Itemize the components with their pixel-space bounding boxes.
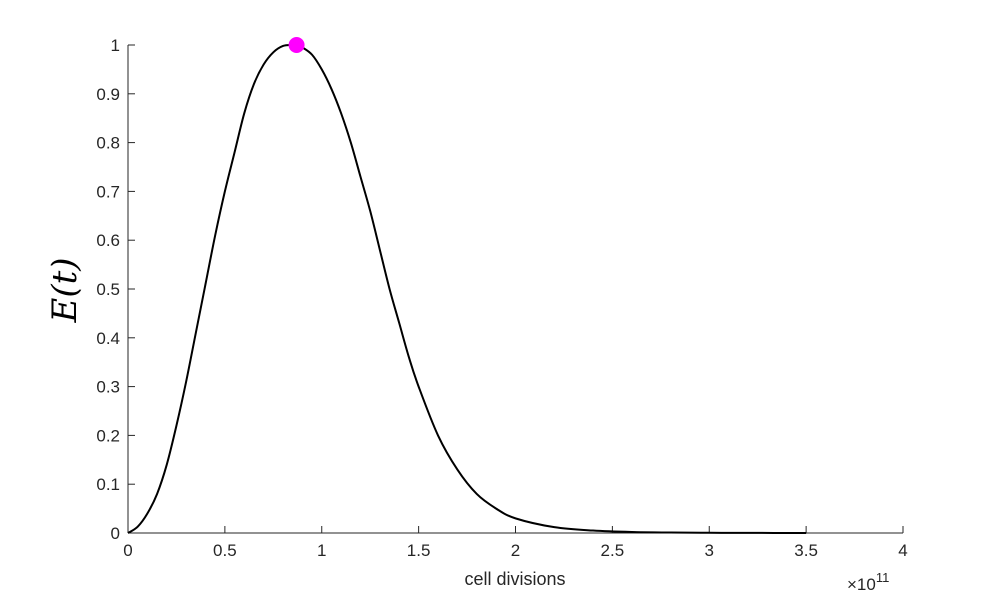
y-tick-label: 0.7 [96,182,120,201]
x-tick-label: 0.5 [213,541,237,560]
x-tick-label: 4 [898,541,907,560]
y-tick-label: 0.9 [96,85,120,104]
y-tick-label: 0.8 [96,134,120,153]
x-axis-multiplier: ×1011 [847,570,889,594]
y-tick-label: 0.6 [96,231,120,250]
x-tick-label: 2 [511,541,520,560]
series-line [127,43,807,534]
y-tick-label: 0.5 [96,280,120,299]
x-axis-multiplier-exponent: 11 [876,570,890,585]
x-tick-label: 2.5 [601,541,625,560]
x-tick-label: 1 [317,541,326,560]
chart-markers [288,37,305,53]
chart-ticks: 0 0.5 1 1.5 2 2.5 3 3.5 4 0 0.1 0.2 0.3 0.4 0.5 0.6 0.7 0… [96,36,907,560]
x-tick-label: 0 [123,541,132,560]
chart-series [127,43,807,534]
x-tick-label: 3.5 [794,541,818,560]
y-axis-label: E(t) [45,257,85,323]
y-tick-label: 0.3 [96,378,120,397]
y-tick-label: 1 [111,36,120,55]
peak-marker [288,37,305,53]
chart-axes [127,45,903,534]
y-tick-label: 0.1 [96,475,120,494]
y-tick-label: 0.4 [96,329,120,348]
x-tick-label: 3 [705,541,714,560]
x-axis-label: cell divisions [464,569,565,589]
y-tick-label: 0 [111,524,120,543]
x-axis-multiplier-base: ×10 [847,575,876,594]
x-tick-label: 1.5 [407,541,431,560]
y-tick-label: 0.2 [96,426,120,445]
